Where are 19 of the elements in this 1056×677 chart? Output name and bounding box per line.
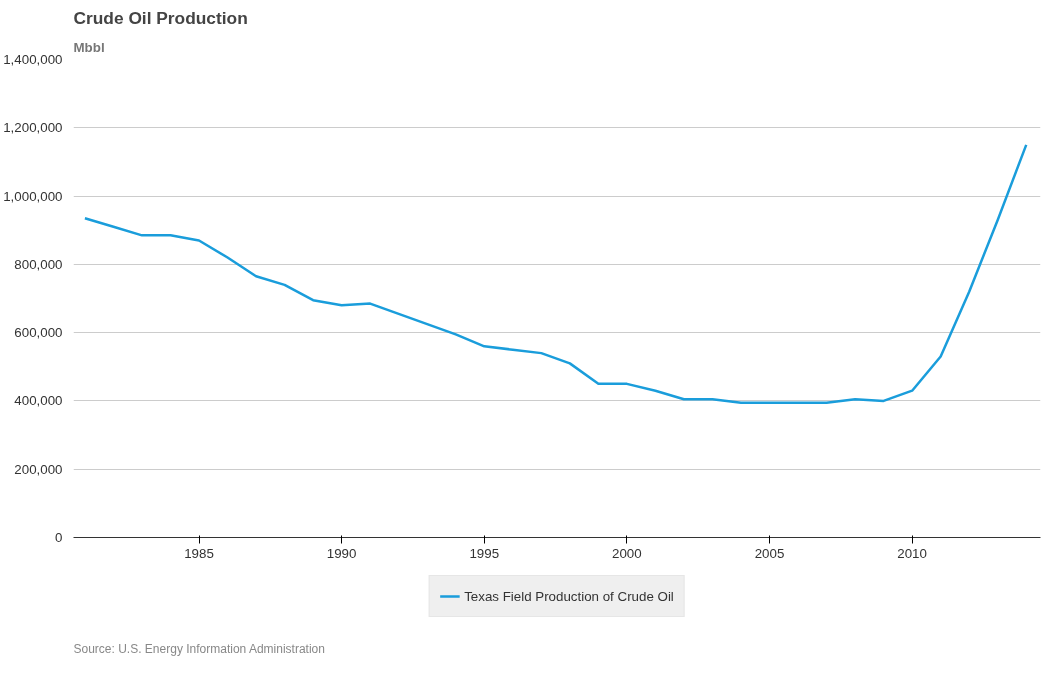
legend-label: Texas Field Production of Crude Oil [464, 588, 674, 604]
chart-title: Crude Oil Production [73, 7, 248, 28]
x-tick-label: 2005 [754, 545, 785, 561]
line-series [83, 143, 1028, 404]
x-tick-label: 1990 [326, 545, 357, 561]
x-tick-label: 1995 [469, 545, 500, 561]
y-tick-label: 200,000 [14, 461, 63, 477]
y-tick-label: 0 [55, 530, 63, 545]
y-tick-label: 1,200,000 [3, 120, 63, 136]
y-tick-label: 600,000 [14, 325, 63, 341]
y-axis-title: Mbbl [73, 39, 105, 55]
x-tick-label: 2010 [897, 545, 927, 561]
x-tick-label: 2000 [612, 545, 642, 561]
y-tick-label: 800,000 [14, 256, 63, 272]
source-note: Source: U.S. Energy Information Administration [73, 641, 325, 656]
y-tick-label: 1,000,000 [3, 188, 63, 204]
y-tick-label: 1,400,000 [3, 52, 63, 67]
x-tick-label: 1985 [184, 545, 214, 561]
y-tick-label: 400,000 [14, 393, 63, 409]
